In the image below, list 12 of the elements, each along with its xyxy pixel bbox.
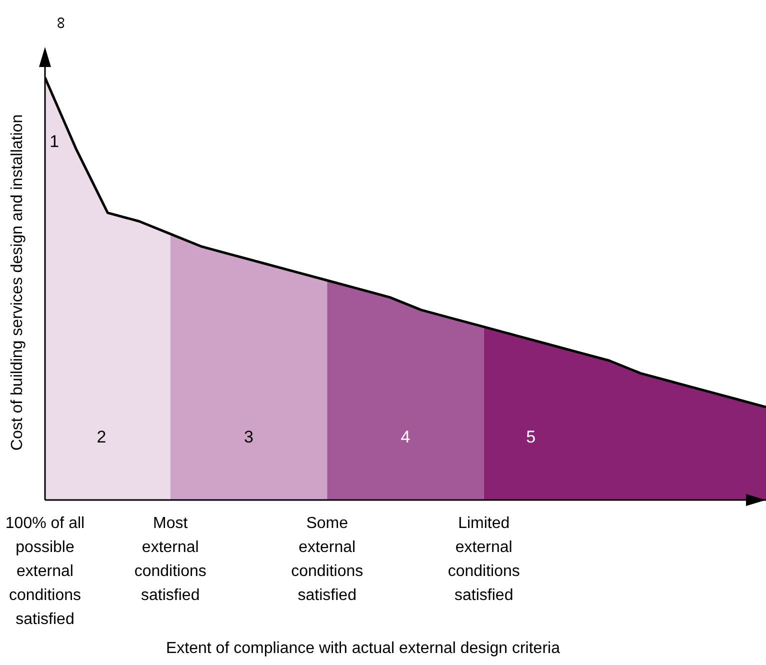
x-tick-label: 100% of all possible external conditions satisfied — [5, 515, 85, 628]
x-tick-label: Some external conditions satisfied — [291, 515, 364, 604]
x-axis-title: Extent of compliance with actual external design criteria — [166, 640, 560, 657]
annotation: 2 — [96, 428, 106, 447]
annotation: 4 — [400, 428, 410, 447]
y-axis-title: Cost of building services design and installation — [9, 114, 26, 451]
annotation: 1 — [50, 132, 60, 152]
annotation: 5 — [526, 428, 536, 447]
x-tick-label: Most external conditions satisfied — [134, 515, 206, 604]
annotation: 3 — [244, 428, 254, 447]
x-tick-label: Limited external conditions satisfied — [448, 515, 520, 604]
text: ∞ — [52, 16, 72, 29]
